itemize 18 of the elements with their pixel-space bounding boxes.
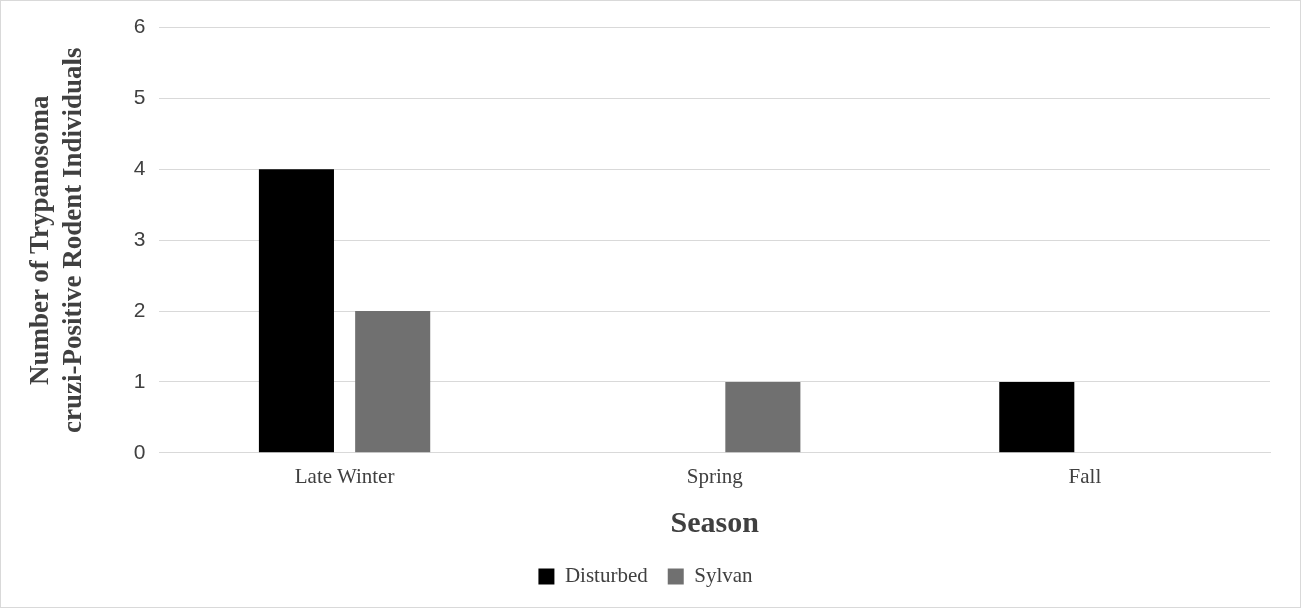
- y-tick-label: 5: [133, 85, 146, 109]
- x-tick-label: Fall: [1068, 463, 1102, 488]
- y-tick-label: 2: [133, 297, 146, 321]
- y-tick-label: 1: [133, 368, 146, 392]
- bar: [999, 381, 1075, 453]
- legend-label: Sylvan: [694, 563, 754, 588]
- y-tick-label: 3: [133, 227, 146, 250]
- y-tick-label: 0: [133, 439, 146, 463]
- y-tick-label: 4: [133, 156, 146, 180]
- x-axis-title: Season: [670, 504, 760, 538]
- bar: [725, 381, 801, 453]
- x-tick-label: Late Winter: [294, 463, 395, 488]
- bar: [355, 311, 431, 453]
- y-tick-label: 6: [133, 14, 146, 38]
- y-axis-title: Number of Trypanosoma cruzi-Positive Rodent Individuals: [24, 47, 87, 433]
- bar: [258, 169, 334, 453]
- legend-label: Disturbed: [564, 563, 649, 588]
- x-tick-label: Spring: [686, 463, 744, 488]
